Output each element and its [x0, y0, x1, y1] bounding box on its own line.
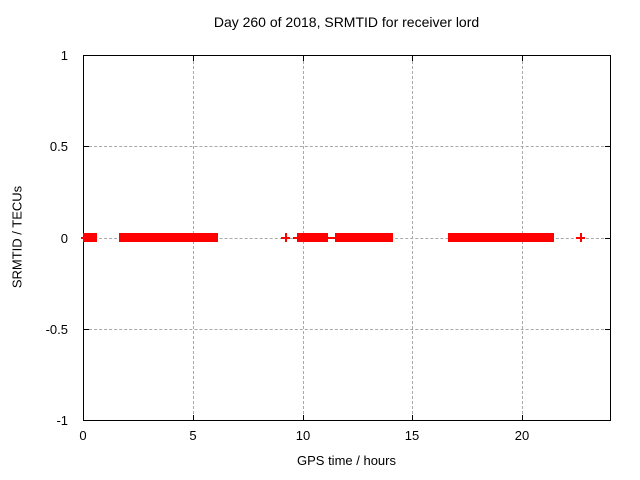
x-tick-label: 0 — [79, 428, 87, 443]
x-tick-mark — [83, 415, 84, 420]
gridline-horizontal — [84, 329, 609, 330]
y-tick-label: -1 — [56, 413, 68, 428]
x-tick-mark — [412, 415, 413, 420]
data-marker — [322, 233, 331, 242]
data-marker — [296, 233, 305, 242]
x-tick-mark-top — [303, 56, 304, 61]
y-tick-label: 0 — [60, 231, 68, 246]
x-tick-mark-top — [193, 56, 194, 61]
data-segment — [337, 233, 393, 242]
x-tick-mark — [522, 415, 523, 420]
y-tick-label: 0.5 — [49, 139, 68, 154]
y-tick-mark — [84, 420, 89, 421]
y-tick-mark-right — [605, 420, 610, 421]
marker-stroke-v — [335, 233, 337, 242]
y-axis-label: SRMTID / TECUs — [9, 185, 25, 289]
marker-stroke-v — [300, 233, 302, 242]
x-tick-label: 20 — [514, 428, 530, 443]
y-tick-mark-right — [605, 238, 610, 239]
y-tick-mark-right — [605, 146, 610, 147]
data-marker — [310, 233, 319, 242]
data-marker — [576, 233, 585, 242]
x-tick-label: 5 — [189, 428, 197, 443]
x-tick-label: 10 — [295, 428, 311, 443]
x-axis-label: GPS time / hours — [297, 453, 396, 468]
data-marker — [81, 233, 90, 242]
data-segment — [119, 233, 218, 242]
x-tick-mark — [303, 415, 304, 420]
gridline-vertical — [412, 56, 413, 419]
y-tick-mark-right — [605, 329, 610, 330]
data-segment — [448, 233, 520, 242]
marker-stroke-v — [314, 233, 316, 242]
marker-stroke-v — [285, 233, 287, 242]
gridline-horizontal — [84, 146, 609, 147]
y-tick-label: -0.5 — [45, 322, 68, 337]
data-segment — [83, 233, 97, 242]
y-tick-mark-right — [605, 55, 610, 56]
data-segment — [515, 233, 554, 242]
data-marker — [281, 233, 290, 242]
y-tick-label: 1 — [60, 48, 68, 63]
data-segment — [297, 233, 316, 242]
data-segment — [312, 233, 328, 242]
data-marker — [331, 233, 340, 242]
chart-title: Day 260 of 2018, SRMTID for receiver lor… — [213, 14, 480, 30]
marker-stroke-v — [580, 233, 582, 242]
x-tick-label: 15 — [404, 428, 420, 443]
marker-stroke-v — [326, 233, 328, 242]
x-tick-mark-top — [522, 56, 523, 61]
x-tick-mark-top — [83, 56, 84, 61]
y-tick-mark — [84, 329, 89, 330]
x-tick-mark — [193, 415, 194, 420]
x-tick-mark-top — [412, 56, 413, 61]
marker-stroke-v — [85, 233, 87, 242]
y-tick-mark — [84, 146, 89, 147]
y-tick-mark — [84, 55, 89, 56]
